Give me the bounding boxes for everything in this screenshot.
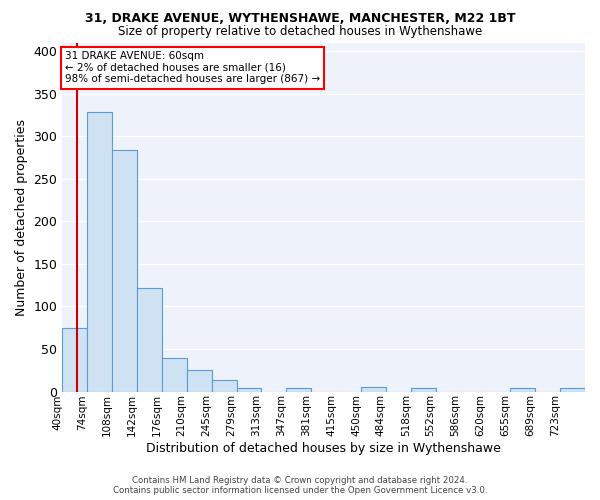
Bar bbox=[137, 288, 162, 392]
X-axis label: Distribution of detached houses by size in Wythenshawe: Distribution of detached houses by size … bbox=[146, 442, 501, 455]
Text: Contains HM Land Registry data © Crown copyright and database right 2024.: Contains HM Land Registry data © Crown c… bbox=[132, 476, 468, 485]
Y-axis label: Number of detached properties: Number of detached properties bbox=[15, 118, 28, 316]
Bar bbox=[162, 358, 187, 392]
Bar bbox=[212, 380, 236, 392]
Text: Size of property relative to detached houses in Wythenshawe: Size of property relative to detached ho… bbox=[118, 25, 482, 38]
Bar bbox=[236, 388, 262, 392]
Bar bbox=[112, 150, 137, 392]
Bar bbox=[560, 388, 585, 392]
Text: Contains public sector information licensed under the Open Government Licence v3: Contains public sector information licen… bbox=[113, 486, 487, 495]
Text: 31 DRAKE AVENUE: 60sqm
← 2% of detached houses are smaller (16)
98% of semi-deta: 31 DRAKE AVENUE: 60sqm ← 2% of detached … bbox=[65, 51, 320, 84]
Text: 31, DRAKE AVENUE, WYTHENSHAWE, MANCHESTER, M22 1BT: 31, DRAKE AVENUE, WYTHENSHAWE, MANCHESTE… bbox=[85, 12, 515, 26]
Bar bbox=[511, 388, 535, 392]
Bar bbox=[411, 388, 436, 392]
Bar bbox=[62, 328, 87, 392]
Bar bbox=[87, 112, 112, 392]
Bar bbox=[361, 388, 386, 392]
Bar bbox=[286, 388, 311, 392]
Bar bbox=[187, 370, 212, 392]
